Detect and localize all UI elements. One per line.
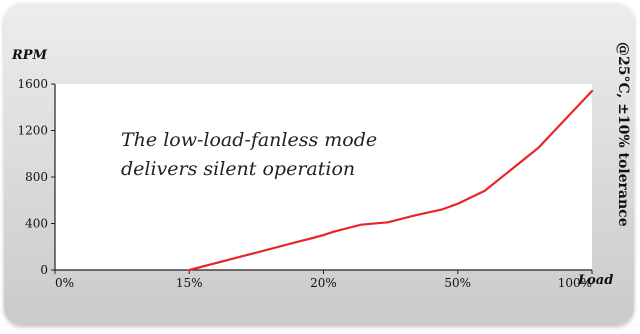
x-ticks: 0% 15% 20% 50% 100% xyxy=(54,270,593,290)
annotation-line-2: delivers silent operation xyxy=(121,158,355,180)
y-tick-label: 0 xyxy=(40,263,48,277)
x-axis-label: Load xyxy=(577,273,613,288)
y-tick-label: 1600 xyxy=(17,77,48,91)
x-tick-label: 15% xyxy=(176,276,203,290)
x-tick-label: 20% xyxy=(310,276,337,290)
x-tick-label: 50% xyxy=(444,276,471,290)
x-tick-label: 100% xyxy=(558,276,592,290)
y-tick-label: 1200 xyxy=(17,124,48,138)
series-line xyxy=(188,89,594,272)
y-ticks: 0 400 800 1200 1600 xyxy=(17,77,55,277)
tolerance-note: @25°C, ±10% tolerance xyxy=(615,42,631,227)
annotation-line-1: The low-load-fanless mode xyxy=(121,129,377,151)
x-tick-label: 0% xyxy=(55,276,74,290)
y-tick-label: 800 xyxy=(25,170,48,184)
series-group xyxy=(188,89,594,272)
y-axis-label: RPM xyxy=(11,48,48,63)
y-tick-label: 400 xyxy=(25,217,48,231)
